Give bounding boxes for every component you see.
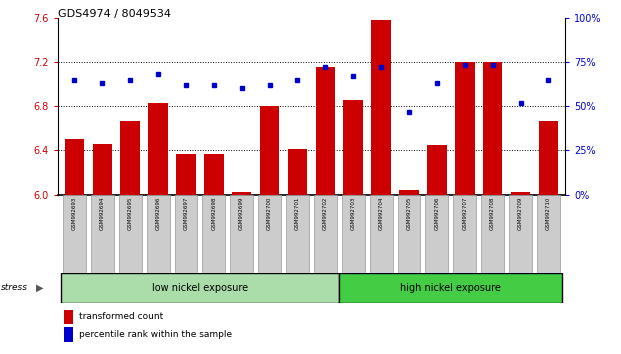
Bar bbox=[260, 106, 279, 195]
Text: GSM992698: GSM992698 bbox=[211, 197, 216, 230]
Bar bbox=[399, 190, 419, 195]
Bar bbox=[288, 149, 307, 195]
Bar bbox=[120, 121, 140, 195]
Bar bbox=[176, 154, 196, 195]
Bar bbox=[342, 195, 365, 273]
Bar bbox=[64, 327, 73, 342]
Bar bbox=[425, 195, 448, 273]
Text: GSM992708: GSM992708 bbox=[490, 197, 495, 230]
Bar bbox=[119, 195, 142, 273]
Bar bbox=[481, 195, 504, 273]
Text: GSM992693: GSM992693 bbox=[72, 197, 77, 230]
Bar bbox=[175, 195, 197, 273]
Text: GSM992705: GSM992705 bbox=[407, 197, 412, 230]
Bar bbox=[315, 68, 335, 195]
Bar bbox=[91, 195, 114, 273]
Text: GSM992707: GSM992707 bbox=[462, 197, 467, 230]
Bar bbox=[369, 195, 392, 273]
Text: GSM992706: GSM992706 bbox=[434, 197, 440, 230]
Bar bbox=[230, 195, 253, 273]
Text: low nickel exposure: low nickel exposure bbox=[152, 282, 248, 293]
Bar bbox=[60, 273, 339, 303]
Text: high nickel exposure: high nickel exposure bbox=[401, 282, 501, 293]
Bar bbox=[232, 193, 252, 195]
Bar bbox=[339, 273, 563, 303]
Bar bbox=[509, 195, 532, 273]
Text: GSM992696: GSM992696 bbox=[156, 197, 161, 230]
Bar bbox=[537, 195, 560, 273]
Text: GSM992701: GSM992701 bbox=[295, 197, 300, 230]
Text: transformed count: transformed count bbox=[79, 312, 164, 321]
Text: GSM992699: GSM992699 bbox=[239, 197, 244, 230]
Text: GSM992694: GSM992694 bbox=[100, 197, 105, 230]
Bar bbox=[286, 195, 309, 273]
Bar bbox=[510, 193, 530, 195]
Bar bbox=[314, 195, 337, 273]
Text: GDS4974 / 8049534: GDS4974 / 8049534 bbox=[58, 9, 171, 19]
Bar bbox=[147, 195, 170, 273]
Text: GSM992703: GSM992703 bbox=[351, 197, 356, 230]
Text: GSM992697: GSM992697 bbox=[183, 197, 189, 230]
Text: ▶: ▶ bbox=[36, 282, 43, 293]
Bar bbox=[258, 195, 281, 273]
Text: GSM992702: GSM992702 bbox=[323, 197, 328, 230]
Bar bbox=[63, 195, 86, 273]
Text: GSM992704: GSM992704 bbox=[379, 197, 384, 230]
Bar bbox=[65, 139, 84, 195]
Bar bbox=[538, 121, 558, 195]
Bar bbox=[427, 145, 446, 195]
Text: GSM992695: GSM992695 bbox=[128, 197, 133, 230]
Bar bbox=[93, 144, 112, 195]
Text: percentile rank within the sample: percentile rank within the sample bbox=[79, 330, 233, 339]
Bar bbox=[371, 20, 391, 195]
Text: GSM992700: GSM992700 bbox=[267, 197, 272, 230]
Bar bbox=[343, 99, 363, 195]
Text: GSM992710: GSM992710 bbox=[546, 197, 551, 230]
Bar bbox=[397, 195, 420, 273]
Bar bbox=[204, 154, 224, 195]
Bar bbox=[455, 62, 474, 195]
Bar bbox=[202, 195, 225, 273]
Bar bbox=[453, 195, 476, 273]
Bar bbox=[64, 310, 73, 324]
Bar bbox=[483, 62, 502, 195]
Bar bbox=[148, 103, 168, 195]
Text: stress: stress bbox=[1, 283, 28, 292]
Text: GSM992709: GSM992709 bbox=[518, 197, 523, 230]
